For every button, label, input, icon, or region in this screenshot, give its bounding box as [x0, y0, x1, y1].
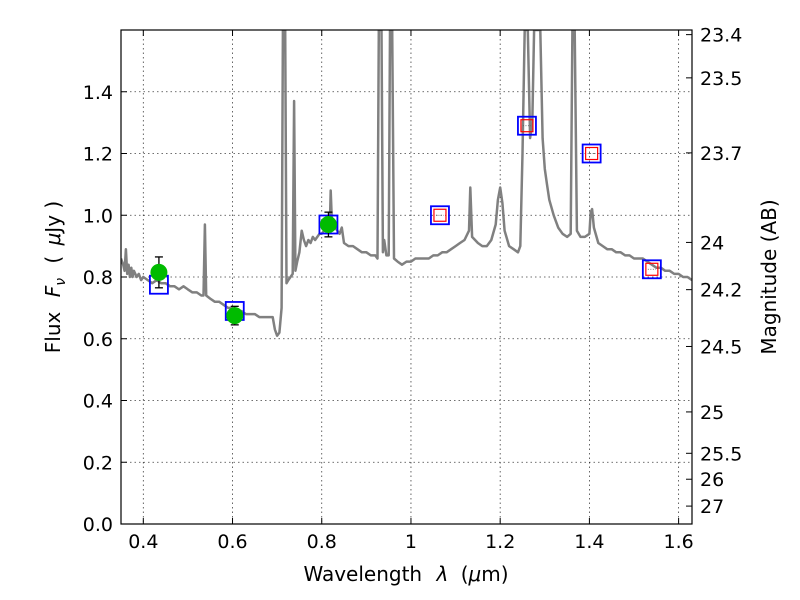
spectrum-line: [121, 30, 692, 337]
magnitude-tick-label: 25: [700, 402, 724, 424]
observed-photometry-point: [150, 263, 168, 281]
observed-photometry-square: [645, 262, 659, 276]
magnitude-tick-labels: 23.4 23.5 23.7 24 24.2 24.5 25 25.5 26 27: [700, 25, 742, 518]
magnitude-tick-label: 27: [700, 496, 724, 518]
magnitude-tick-label: 23.7: [700, 143, 742, 165]
x-tick-label: 0.6: [217, 531, 247, 553]
magnitude-tick-label: 23.5: [700, 68, 742, 90]
magnitude-tick-label: 26: [700, 469, 724, 491]
y-tick-label: 0.0: [83, 514, 113, 536]
magnitude-tick-label: 25.5: [700, 443, 742, 465]
y-tick-labels: 0.0 0.2 0.4 0.6 0.8 1.0 1.2 1.4: [83, 82, 113, 536]
magnitude-tick-label: 24.5: [700, 336, 742, 358]
y-tick-label: 0.4: [83, 391, 113, 413]
x-axis-label: Wavelength λ (μm): [303, 562, 508, 586]
y-axis-label: Flux Fν ( μJy ): [41, 201, 70, 353]
x-tick-label: 1.6: [664, 531, 694, 553]
model-photometry-point: [517, 115, 537, 136]
model-photometry-point: [430, 205, 450, 226]
magnitude-tick-label: 23.4: [700, 25, 742, 47]
y-tick-label: 1.0: [83, 205, 113, 227]
magnitude-tick-label: 24: [700, 232, 724, 254]
y-tick-label: 0.8: [83, 267, 113, 289]
observed-photometry-point: [226, 307, 244, 325]
model-photometry-point: [581, 143, 602, 164]
x-tick-label: 0.8: [307, 531, 337, 553]
magnitude-tick-label: 24.2: [700, 280, 742, 302]
data-layer: [121, 30, 692, 337]
marker-layer: [149, 115, 662, 326]
y-tick-label: 1.2: [83, 144, 113, 166]
y2-axis-label: Magnitude (AB): [757, 199, 781, 354]
x-tick-label: 1.2: [485, 531, 515, 553]
x-tick-label: 0.4: [128, 531, 158, 553]
x-tick-labels: 0.4 0.6 0.8 1 1.2 1.4 1.6: [128, 531, 694, 553]
axis-ticks: [121, 30, 692, 525]
x-tick-label: 1.4: [574, 531, 604, 553]
observed-photometry-point: [319, 216, 337, 234]
observed-photometry-square: [585, 146, 599, 161]
y-tick-label: 0.6: [83, 329, 113, 351]
observed-photometry-square: [433, 208, 447, 222]
x-tick-label: 1: [405, 531, 417, 553]
y-tick-label: 0.2: [83, 452, 113, 474]
observed-photometry-square: [520, 119, 534, 133]
y-tick-label: 1.4: [83, 82, 113, 104]
model-photometry-point: [641, 259, 662, 280]
